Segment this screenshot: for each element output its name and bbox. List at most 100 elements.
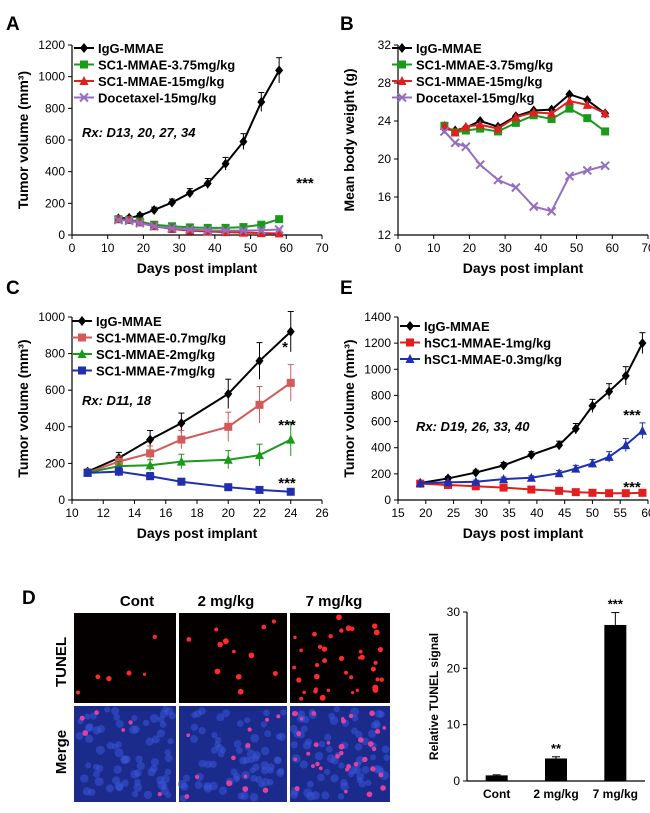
- nucleus-0-25: [135, 755, 143, 763]
- nucleus-0-42: [134, 769, 142, 777]
- chart-a-xtick-label-6: 60: [280, 241, 294, 255]
- merge-dot-0-3: [128, 720, 133, 725]
- merge-dot-1-2: [226, 780, 233, 787]
- tunel-dot-0-1: [95, 674, 101, 680]
- tunel-dot-0-4: [152, 634, 157, 639]
- nucleus-2-50: [355, 730, 363, 739]
- chart-c-legend: IgG-MMAE SC1-MMAE-0.7mg/kgSC1-MMAE-2mg/kg…: [72, 314, 226, 379]
- chart-e-series-2-point-8: [604, 451, 614, 461]
- tunel-dot-2-22: [350, 690, 355, 695]
- merge-dot-2-20: [353, 761, 359, 767]
- nucleus-0-63: [112, 776, 121, 785]
- chart-e: 0 200 400 600 800 1000 1200 1400 15 20 25 30 35 40 45 5…: [341, 310, 650, 541]
- nucleus-0-26: [168, 712, 177, 720]
- tunel-dot-2-28: [302, 690, 306, 695]
- chart-b-legend-marker-0: [398, 43, 406, 53]
- chart-c-series-3: [83, 466, 295, 496]
- panel-letter-d: D: [22, 588, 36, 609]
- merge-dot-2-4: [362, 756, 368, 763]
- chart-a-series-1-point-8: [239, 223, 248, 232]
- chart-b-xtick-label-1: 10: [427, 241, 441, 255]
- nucleus-0-21: [94, 777, 104, 787]
- merge-dot-2-11: [380, 785, 386, 791]
- chart-b-legend-label-0: IgG-MMAE: [416, 41, 482, 56]
- tunel-dot-2-1: [317, 644, 323, 650]
- chart-e-xtick-label-8: 55: [614, 506, 628, 520]
- nucleus-2-24: [356, 772, 365, 781]
- chart-b-series-2-point-2: [461, 121, 471, 131]
- chart-b-series-2-point-5: [511, 112, 521, 122]
- merge-dot-2-8: [299, 716, 304, 721]
- tunel-dot-0-0: [76, 690, 81, 695]
- chart-d-category-1: 2 mg/kg: [533, 787, 578, 801]
- tunel-image-grid: Cont 2 mg/kg 7 mg/kg TUNEL Merge: [53, 593, 390, 802]
- nucleus-1-57: [249, 767, 256, 774]
- panel-letter-e: E: [340, 278, 353, 299]
- tunel-dot-2-37: [319, 694, 326, 701]
- nucleus-0-51: [159, 721, 167, 728]
- chart-a-series-0-point-8: [239, 136, 248, 147]
- chart-b-series-3-point-4: [493, 175, 503, 185]
- nucleus-1-43: [264, 730, 272, 738]
- chart-a-ytick-label-5: 1000: [38, 70, 65, 84]
- merge-dot-2-16: [358, 737, 364, 743]
- nucleus-1-33: [204, 760, 212, 769]
- nucleus-1-54: [260, 766, 269, 775]
- chart-d-ytick-label-0: 0: [453, 774, 460, 788]
- nucleus-2-44: [365, 779, 372, 786]
- chart-e-significance-0: ***: [623, 407, 641, 424]
- chart-e-series-2: [415, 422, 647, 488]
- tunel-dot-1-1: [261, 624, 267, 630]
- chart-e-xtick-label-5: 40: [530, 506, 544, 520]
- chart-e-xlabel: Days post implant: [463, 525, 584, 541]
- nucleus-1-68: [211, 731, 218, 739]
- nucleus-2-43: [290, 741, 298, 749]
- tunel-dot-2-35: [349, 675, 354, 680]
- nucleus-2-35: [317, 773, 325, 782]
- chart-c-series-2-point-5: [255, 450, 264, 460]
- merge-dot-2-0: [293, 757, 298, 762]
- chart-e-series-1-point-6: [571, 488, 580, 497]
- chart-e-ytick-label-2: 400: [371, 441, 391, 455]
- chart-e-series-0-point-10: [638, 338, 647, 349]
- chart-a-ytick-label-3: 600: [45, 133, 65, 147]
- chart-b-xtick-label-4: 40: [534, 241, 548, 255]
- tunel-dot-2-8: [321, 646, 328, 652]
- chart-b-xtick-label-5: 50: [570, 241, 584, 255]
- chart-c-annotation: Rx: D11, 18: [82, 393, 152, 408]
- chart-c-series-0-point-4: [224, 388, 233, 399]
- chart-c-legend-marker-0: [78, 316, 86, 326]
- chart-c-series-1-point-3: [177, 435, 186, 444]
- chart-c-ytick-label-3: 600: [45, 383, 65, 397]
- chart-b-series-2-point-4: [493, 123, 503, 133]
- nucleus-1-12: [218, 786, 228, 795]
- chart-c-legend-label-1: SC1-MMAE-0.7mg/kg: [96, 331, 226, 346]
- nucleus-1-49: [237, 792, 245, 800]
- chart-b-series-3-point-10: [600, 160, 610, 171]
- nucleus-1-9: [244, 717, 251, 724]
- chart-b-series-3-point-0: [439, 126, 450, 137]
- chart-a-series-3-point-9: [256, 225, 266, 235]
- nucleus-1-59: [248, 756, 255, 764]
- nucleus-1-23: [194, 781, 203, 790]
- chart-b-ytick-label-4: 28: [378, 76, 392, 90]
- nucleus-0-0: [133, 783, 143, 792]
- merge-dot-2-26: [375, 728, 381, 735]
- chart-e-xtick-label-1: 20: [419, 506, 433, 520]
- chart-a-series-3-point-2: [135, 218, 145, 228]
- chart-e-series-0-point-3: [499, 460, 508, 471]
- chart-c-xlabel: Days post implant: [137, 525, 258, 541]
- merge-dot-2-7: [326, 741, 331, 745]
- tunel-dot-1-6: [222, 638, 229, 645]
- nucleus-0-37: [167, 738, 174, 745]
- chart-d-significance-1: **: [551, 741, 562, 756]
- chart-c-significance-1: ***: [278, 417, 296, 434]
- nucleus-1-8: [214, 736, 222, 744]
- chart-e-series-2-point-4: [526, 472, 536, 482]
- nucleus-2-65: [349, 765, 358, 775]
- chart-a-series-3-point-3: [149, 221, 159, 231]
- nucleus-2-9: [381, 745, 390, 754]
- chart-a-series-0-point-10: [275, 65, 284, 76]
- chart-e-ytick-label-6: 1200: [364, 336, 391, 350]
- tunel-dot-2-34: [373, 660, 378, 665]
